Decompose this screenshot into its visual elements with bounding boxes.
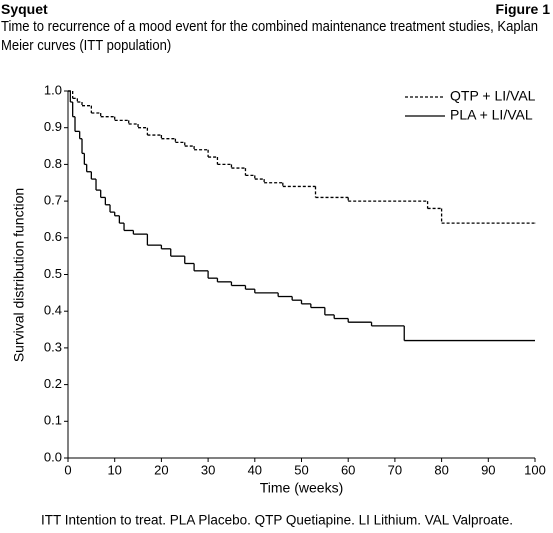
x-tick-label: 90: [481, 462, 495, 477]
x-tick-label: 30: [201, 462, 215, 477]
y-tick-label: 0.9: [44, 119, 62, 134]
y-tick-label: 0.2: [44, 376, 62, 391]
x-tick-label: 20: [154, 462, 168, 477]
legend-label: QTP + LI/VAL: [450, 88, 536, 104]
legend-label: PLA + LI/VAL: [450, 107, 533, 123]
footnote: ITT Intention to treat. PLA Placebo. QTP…: [41, 513, 513, 528]
y-tick-label: 0.8: [44, 156, 62, 171]
x-tick-label: 60: [341, 462, 355, 477]
x-tick-label: 0: [64, 462, 71, 477]
y-tick-label: 0.6: [44, 229, 62, 244]
x-tick-label: 40: [248, 462, 262, 477]
x-tick-label: 100: [524, 462, 546, 477]
y-tick-label: 0.0: [44, 449, 62, 464]
y-tick-label: 1.0: [44, 82, 62, 97]
y-tick-label: 0.5: [44, 266, 62, 281]
y-tick-label: 0.4: [44, 303, 62, 318]
x-tick-label: 50: [294, 462, 308, 477]
x-tick-label: 80: [434, 462, 448, 477]
y-tick-label: 0.7: [44, 193, 62, 208]
brand: Syquet: [1, 1, 48, 17]
x-tick-label: 10: [107, 462, 121, 477]
figure-number: Figure 1: [495, 1, 550, 17]
chart-title: Time to recurrence of a mood event for t…: [1, 18, 539, 54]
x-axis-label: Time (weeks): [260, 480, 344, 496]
y-tick-label: 0.1: [44, 413, 62, 428]
y-tick-label: 0.3: [44, 339, 62, 354]
y-axis-label: Survival distribution function: [11, 188, 27, 362]
x-tick-label: 70: [388, 462, 402, 477]
